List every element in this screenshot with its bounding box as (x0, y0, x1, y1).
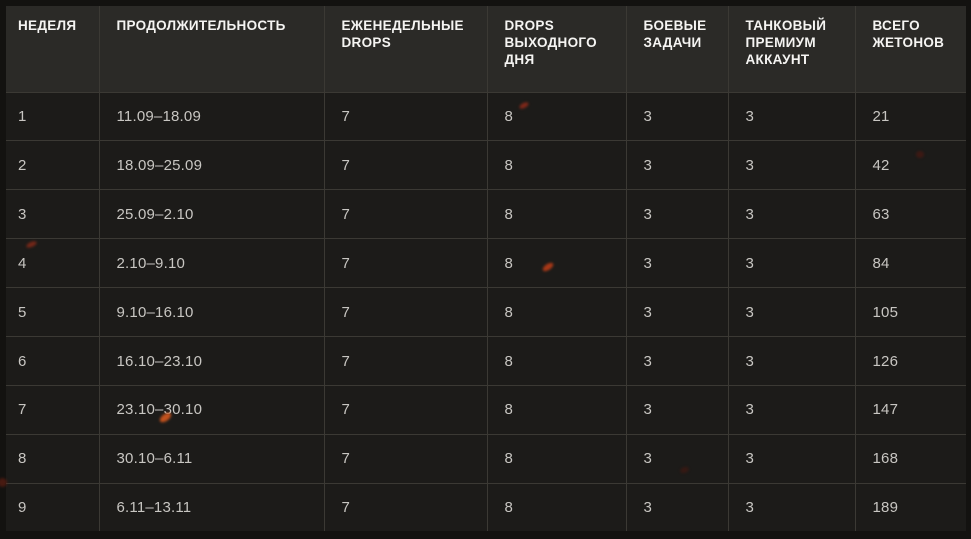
cell-battle-missions: 3 (625, 189, 729, 240)
cell-weekend-drops: 8 (486, 433, 627, 484)
cell-weekly-drops: 7 (323, 238, 488, 289)
cell-weekly-drops: 7 (323, 482, 488, 531)
cell-duration: 16.10–23.10 (98, 336, 325, 387)
cell-duration: 2.10–9.10 (98, 238, 325, 289)
cell-weekend-drops: 8 (486, 140, 627, 191)
cell-battle-missions: 3 (625, 433, 729, 484)
cell-premium-account: 3 (727, 189, 856, 240)
cell-week: 8 (6, 433, 100, 484)
cell-battle-missions: 3 (625, 482, 729, 531)
column-header-weekly-drops: ЕЖЕНЕДЕЛЬНЫЕ DROPS (323, 6, 488, 93)
column-header-total-tokens: ВСЕГО ЖЕТОНОВ (854, 6, 966, 93)
cell-duration: 6.11–13.11 (98, 482, 325, 531)
cell-week: 9 (6, 482, 100, 531)
cell-weekend-drops: 8 (486, 336, 627, 387)
cell-weekend-drops: 8 (486, 189, 627, 240)
table-row: 3 25.09–2.10 7 8 3 3 63 (6, 189, 966, 240)
cell-battle-missions: 3 (625, 287, 729, 338)
cell-battle-missions: 3 (625, 91, 729, 142)
table-header-row: НЕДЕЛЯ ПРОДОЛЖИТЕЛЬНОСТЬ ЕЖЕНЕДЕЛЬНЫЕ DROP… (6, 6, 966, 93)
cell-battle-missions: 3 (625, 385, 729, 435)
cell-premium-account: 3 (727, 91, 856, 142)
table-body: 1 11.09–18.09 7 8 3 3 21 2 18.09–25.09 7… (6, 91, 966, 531)
cell-total-tokens: 105 (854, 287, 966, 338)
table-row: 5 9.10–16.10 7 8 3 3 105 (6, 287, 966, 338)
cell-total-tokens: 168 (854, 433, 966, 484)
cell-duration: 18.09–25.09 (98, 140, 325, 191)
table-row: 1 11.09–18.09 7 8 3 3 21 (6, 91, 966, 142)
column-header-week: НЕДЕЛЯ (6, 6, 100, 93)
cell-weekly-drops: 7 (323, 433, 488, 484)
column-header-premium-account: ТАНКОВЫЙ ПРЕМИУМ АККАУНТ (727, 6, 856, 93)
table-row: 9 6.11–13.11 7 8 3 3 189 (6, 482, 966, 531)
cell-total-tokens: 189 (854, 482, 966, 531)
table-row: 6 16.10–23.10 7 8 3 3 126 (6, 336, 966, 387)
cell-battle-missions: 3 (625, 238, 729, 289)
table-row: 8 30.10–6.11 7 8 3 3 168 (6, 433, 966, 484)
cell-weekend-drops: 8 (486, 287, 627, 338)
cell-battle-missions: 3 (625, 140, 729, 191)
cell-weekly-drops: 7 (323, 140, 488, 191)
cell-premium-account: 3 (727, 433, 856, 484)
cell-total-tokens: 42 (854, 140, 966, 191)
table-row: 4 2.10–9.10 7 8 3 3 84 (6, 238, 966, 289)
cell-total-tokens: 126 (854, 336, 966, 387)
cell-weekly-drops: 7 (323, 189, 488, 240)
cell-premium-account: 3 (727, 238, 856, 289)
cell-week: 3 (6, 189, 100, 240)
cell-duration: 11.09–18.09 (98, 91, 325, 142)
cell-battle-missions: 3 (625, 336, 729, 387)
cell-total-tokens: 63 (854, 189, 966, 240)
cell-duration: 25.09–2.10 (98, 189, 325, 240)
cell-week: 7 (6, 385, 100, 435)
table-row: 2 18.09–25.09 7 8 3 3 42 (6, 140, 966, 191)
cell-weekend-drops: 8 (486, 91, 627, 142)
cell-weekend-drops: 8 (486, 385, 627, 435)
rewards-schedule-table: НЕДЕЛЯ ПРОДОЛЖИТЕЛЬНОСТЬ ЕЖЕНЕДЕЛЬНЫЕ DROP… (6, 6, 966, 531)
cell-premium-account: 3 (727, 385, 856, 435)
cell-week: 2 (6, 140, 100, 191)
cell-weekly-drops: 7 (323, 91, 488, 142)
cell-premium-account: 3 (727, 287, 856, 338)
cell-total-tokens: 147 (854, 385, 966, 435)
cell-premium-account: 3 (727, 482, 856, 531)
cell-week: 1 (6, 91, 100, 142)
cell-premium-account: 3 (727, 140, 856, 191)
cell-total-tokens: 84 (854, 238, 966, 289)
cell-week: 5 (6, 287, 100, 338)
column-header-weekend-drops: DROPS ВЫХОДНОГО ДНЯ (486, 6, 627, 93)
cell-weekly-drops: 7 (323, 385, 488, 435)
cell-duration: 9.10–16.10 (98, 287, 325, 338)
cell-duration: 30.10–6.11 (98, 433, 325, 484)
column-header-battle-missions: БОЕВЫЕ ЗАДАЧИ (625, 6, 729, 93)
column-header-duration: ПРОДОЛЖИТЕЛЬНОСТЬ (98, 6, 325, 93)
cell-total-tokens: 21 (854, 91, 966, 142)
cell-weekend-drops: 8 (486, 482, 627, 531)
cell-weekly-drops: 7 (323, 336, 488, 387)
cell-week: 6 (6, 336, 100, 387)
cell-week: 4 (6, 238, 100, 289)
cell-premium-account: 3 (727, 336, 856, 387)
cell-weekly-drops: 7 (323, 287, 488, 338)
cell-weekend-drops: 8 (486, 238, 627, 289)
table-row: 7 23.10–30.10 7 8 3 3 147 (6, 385, 966, 435)
cell-duration: 23.10–30.10 (98, 385, 325, 435)
